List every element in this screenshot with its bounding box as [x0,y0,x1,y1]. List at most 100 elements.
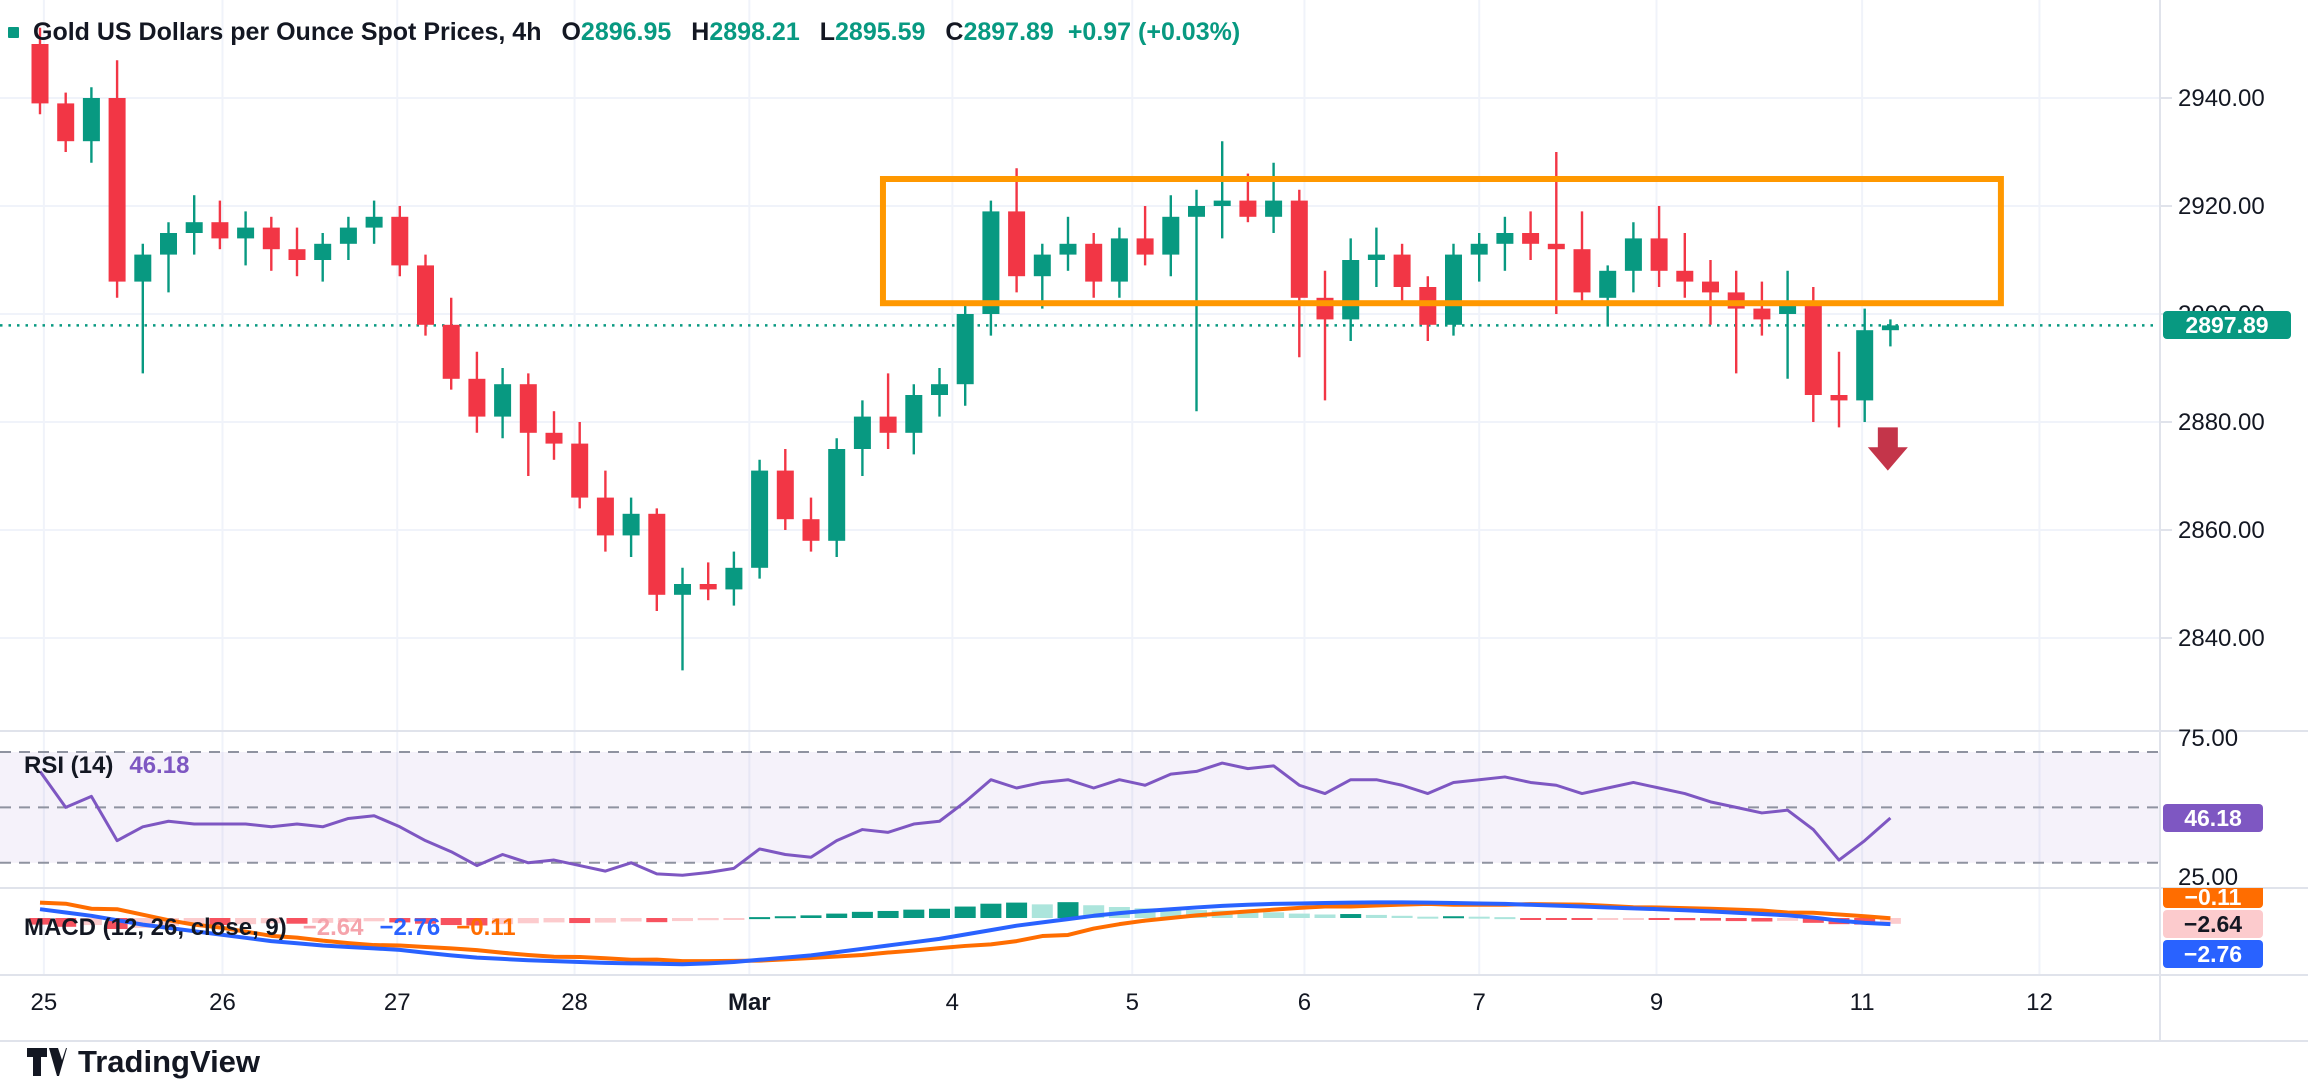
rsi-tick-label: 25.00 [2178,864,2238,891]
macd-bar [877,910,899,918]
candle-body [571,443,589,498]
candle-body [545,432,563,444]
macd-signal-value: −0.11 [456,914,516,941]
tradingview-attribution[interactable]: TradingView [26,1044,260,1080]
macd-bar [1057,902,1079,918]
price-tick-label: 2860.00 [2178,517,2265,544]
macd-bar [1314,914,1336,918]
macd-bar [363,918,385,922]
price-axis[interactable] [2160,0,2308,1041]
macd-bar [1340,914,1362,918]
macd-bar [569,918,591,924]
macd-bar [851,911,873,918]
macd-bar [29,918,51,925]
macd-bar [1802,918,1824,923]
macd-bar [723,918,745,920]
time-tick-label: Mar [728,989,771,1016]
macd-bar [183,918,205,925]
macd-bar [749,917,771,920]
candle-body [751,470,769,568]
macd-bar [55,918,77,927]
tradingview-logo-text: TradingView [78,1044,261,1079]
tradingview-logo-icon [27,1048,67,1076]
macd-bar [1031,904,1053,918]
macd-bar [1597,918,1619,920]
macd-legend[interactable]: MACD (12, 26, close, 9) −2.64 −2.76 −0.1… [24,914,516,942]
macd-bar [826,913,848,918]
macd-bar [1006,902,1028,918]
macd-bar [389,918,411,923]
rsi-legend[interactable]: RSI (14) 46.18 [24,752,189,780]
candle-body [1804,303,1822,395]
candle-body [391,216,409,266]
candle-body [1367,254,1385,260]
candle-body [674,584,691,595]
candle-body [237,227,255,239]
high-label: H [691,18,710,46]
candle-body [1547,243,1565,250]
macd-bar [672,918,693,922]
candle-body [417,265,434,325]
candle-body [262,227,280,250]
symbol-legend[interactable]: Gold US Dollars per Ounce Spot Prices, 4… [8,18,1240,47]
macd-line [39,900,1891,967]
time-tick-label: 7 [1473,989,1486,1016]
macd-bar [209,918,231,926]
price-tick-label: 2880.00 [2178,409,2265,436]
candle-body [596,497,614,536]
macd-bar [1494,917,1516,920]
candle-body [365,216,383,228]
candle-body [1085,243,1103,282]
candle-body [1779,303,1797,314]
macd-signal-badge: −0.11 [2163,888,2263,908]
candle-body [1110,238,1128,282]
candle-body [956,314,974,385]
candle-body [288,249,306,260]
macd-bar [1700,918,1721,921]
open-label: O [561,18,581,46]
macd-bar [1622,918,1644,920]
macd-bar [1674,918,1696,921]
candle-body [1522,233,1540,244]
macd-bar [1391,915,1413,918]
macd-bar [646,918,668,923]
candle-body [1393,254,1411,287]
candle-body [622,513,640,536]
candle-body [1136,238,1154,255]
candle-body [1239,200,1257,217]
rsi-value-badge: 46.18 [2163,804,2263,832]
rsi-tick-label: 75.00 [2178,725,2238,752]
low-value: 2895.59 [835,18,926,46]
macd-bar [929,908,950,918]
candle-body [442,324,460,379]
candlestick-series [31,27,1899,671]
candle-body [339,227,357,244]
time-axis[interactable] [0,975,2160,1041]
macd-bar [1751,918,1773,922]
macd-bar [1520,918,1542,920]
macd-bar [800,915,822,918]
macd-bar [235,918,257,925]
macd-bar [1160,909,1182,918]
down-arrow-annotation[interactable] [1867,427,1908,471]
macd-bar [415,918,436,924]
close-value: 2897.89 [963,18,1054,46]
range-box-annotation[interactable] [879,176,2004,307]
macd-bar [1237,911,1259,918]
macd-bar [1879,918,1901,924]
macd-bar [1468,916,1490,919]
macd-bar [774,916,796,919]
candle-body [1188,206,1205,217]
time-tick-label: 5 [1126,989,1139,1016]
macd-bar [1417,916,1439,919]
macd-bar [1777,918,1799,921]
candle-body [725,567,743,590]
candle-body [1162,216,1180,255]
candle-body [1599,270,1617,298]
macd-bar [337,918,359,922]
price-tick-label: 2920.00 [2178,193,2265,220]
candle-body [160,233,177,255]
candle-body [905,395,923,433]
